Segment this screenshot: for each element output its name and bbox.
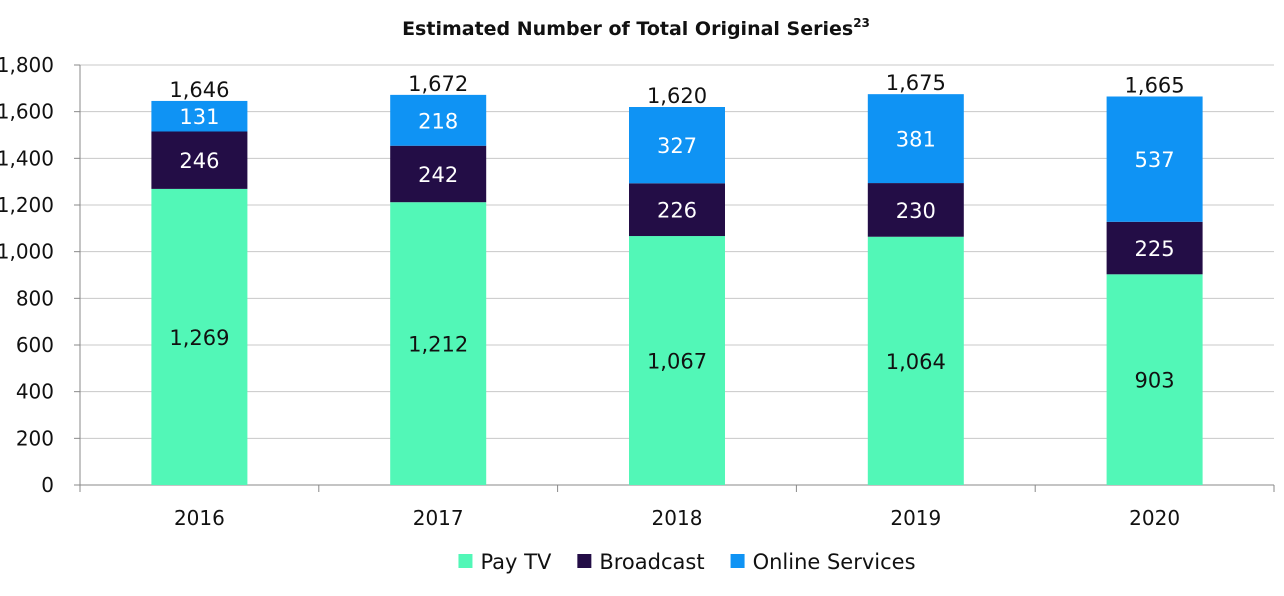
- legend-label: Broadcast: [599, 550, 704, 574]
- y-tick-label: 1,400: [0, 146, 54, 170]
- total-value-label: 1,646: [169, 78, 229, 102]
- y-tick-label: 800: [16, 286, 54, 310]
- segment-value-label: 327: [657, 134, 697, 158]
- x-tick-label: 2017: [413, 506, 464, 530]
- y-tick-label: 600: [16, 333, 54, 357]
- bar-segment: [390, 145, 487, 203]
- total-value-label: 1,665: [1125, 74, 1185, 98]
- legend-swatch: [458, 554, 473, 568]
- y-axis: 0 200 400 600 800 1,000 1,200 1,400 1,600 1,800: [0, 53, 81, 497]
- chart-title-superscript: 23: [853, 16, 870, 30]
- legend-label: Pay TV: [480, 550, 552, 574]
- bar-segment: [1106, 274, 1203, 485]
- bar-segment: [867, 236, 964, 485]
- chart-title-text: Estimated Number of Total Original Serie…: [402, 18, 853, 40]
- bar-segment: [867, 183, 964, 237]
- x-axis: 2016 2017 2018 2019 2020: [79, 484, 1275, 530]
- segment-value-label: 218: [418, 109, 458, 133]
- legend-swatch: [577, 554, 592, 568]
- y-tick-label: 1,600: [0, 100, 54, 124]
- x-tick-label: 2019: [890, 506, 941, 530]
- legend: Pay TV Broadcast Online Services: [458, 550, 916, 574]
- segment-value-label: 226: [657, 199, 697, 223]
- y-tick-label: 1,800: [0, 53, 54, 77]
- legend-swatch: [730, 554, 745, 568]
- segment-value-label: 131: [179, 105, 219, 129]
- bar-segment: [151, 131, 248, 189]
- bar-segment: [151, 100, 248, 132]
- total-value-label: 1,620: [647, 84, 707, 108]
- bar-segment: [390, 94, 487, 146]
- bar-segment: [1106, 221, 1203, 275]
- x-tick-label: 2020: [1129, 506, 1180, 530]
- segment-value-label: 537: [1135, 148, 1175, 172]
- segment-value-label: 242: [418, 163, 458, 187]
- bar-segment: [151, 188, 248, 485]
- segment-value-label: 1,269: [169, 326, 229, 350]
- segment-value-label: 1,067: [647, 350, 707, 374]
- total-value-label: 1,675: [886, 71, 946, 95]
- segment-value-label: 225: [1135, 237, 1175, 261]
- y-tick-label: 200: [16, 426, 54, 450]
- y-tick-label: 1,200: [0, 193, 54, 217]
- legend-label: Online Services: [753, 550, 916, 574]
- segment-value-label: 903: [1135, 369, 1175, 393]
- bars: 1,269 246 131 1,646 1,212 242 218 1,672 1,067 226…: [151, 71, 1203, 485]
- y-tick-label: 1,000: [0, 240, 54, 264]
- bar-segment: [1106, 96, 1203, 222]
- segment-value-label: 381: [896, 128, 936, 152]
- segment-value-label: 230: [896, 199, 936, 223]
- chart-title: Estimated Number of Total Original Serie…: [402, 16, 870, 40]
- bar-segment: [390, 202, 487, 485]
- x-tick-label: 2018: [652, 506, 703, 530]
- x-tick-label: 2016: [174, 506, 225, 530]
- segment-value-label: 1,064: [886, 350, 946, 374]
- bar-segment: [629, 107, 725, 184]
- segment-value-label: 246: [179, 149, 219, 173]
- segment-value-label: 1,212: [408, 333, 468, 357]
- total-value-label: 1,672: [408, 72, 468, 96]
- y-tick-label: 400: [16, 380, 54, 404]
- bar-segment: [629, 236, 725, 485]
- bar-segment: [867, 94, 964, 184]
- bar-segment: [629, 183, 725, 237]
- y-tick-label: 0: [41, 473, 54, 497]
